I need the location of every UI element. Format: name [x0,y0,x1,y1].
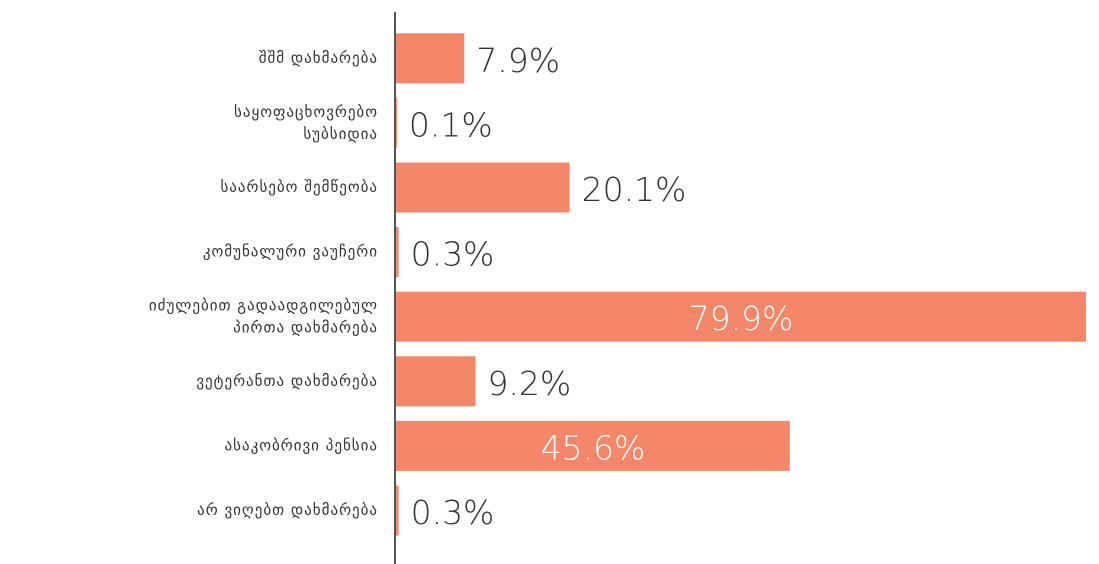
data-label: 20.1% [582,170,687,209]
bar [396,420,790,471]
y-tick-label: საარსებო შემწეობა [220,178,378,196]
bar [396,356,476,407]
bar [396,33,465,84]
data-label: 0.3% [411,493,495,532]
data-label: 7.9% [476,41,560,80]
bar [396,162,570,213]
data-label: 0.1% [409,105,493,144]
y-tick-label: ასაკობრივი პენსია [225,436,379,454]
bar [396,485,399,536]
bar [396,97,397,148]
y-tick-label: იძულებით გადაადგილებულ პირთა დახმარება [149,296,378,336]
data-label: 79.9% [689,299,794,338]
y-tick-label: შშმ დახმარება [259,49,378,67]
y-tick-label: არ ვიღებთ დახმარება [197,501,378,519]
bar [396,227,399,278]
data-label: 0.3% [411,235,495,274]
y-tick-label: კომუნალური ვაუჩერი [203,243,378,261]
data-label: 9.2% [487,364,571,403]
data-label: 45.6% [540,428,645,467]
y-tick-label: საყოფაცხოვრებო სუბსიდია [234,102,378,142]
y-tick-label: ვეტერანთა დახმარება [196,372,378,390]
bar [396,291,1086,342]
